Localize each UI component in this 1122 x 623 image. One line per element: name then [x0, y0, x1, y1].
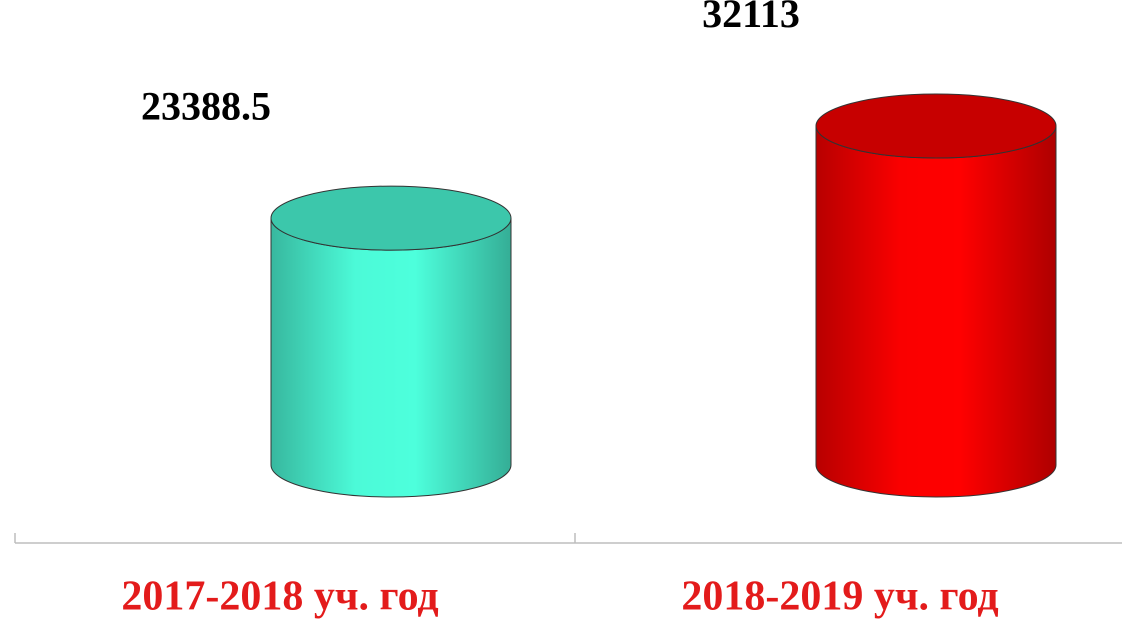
x-tick-label: 2017-2018 уч. год — [121, 574, 438, 620]
cylinder-shade — [815, 125, 1057, 498]
x-tick-label: 2018-2019 уч. год — [681, 574, 998, 620]
cylinder-top — [816, 94, 1056, 158]
cylinder-top-shade — [270, 185, 512, 251]
cylinder-shade — [270, 218, 512, 498]
cylinder-top — [271, 186, 511, 251]
value-label: 23388.5 — [141, 83, 271, 128]
value-label: 32113 — [702, 0, 800, 36]
cylinder — [270, 185, 512, 498]
cylinder-top-shade — [815, 93, 1057, 159]
cylinder — [815, 93, 1057, 498]
